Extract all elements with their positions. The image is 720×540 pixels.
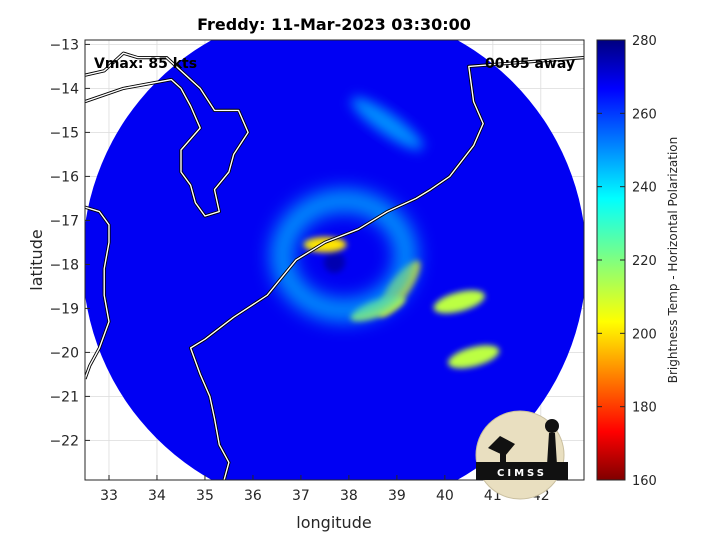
vmax-annotation: Vmax: 85 kts — [94, 56, 197, 72]
plot-frame — [84, 39, 585, 481]
y-tick-label: −14 — [49, 81, 79, 97]
x-tick-label: 36 — [244, 488, 262, 504]
y-tick-label: −19 — [49, 301, 79, 317]
colorbar-label: Brightness Temp - Horizontal Polarizatio… — [666, 137, 680, 384]
feature-band-40-6 — [448, 345, 500, 369]
y-tick-label: −21 — [49, 389, 79, 405]
x-tick-label: 33 — [100, 488, 118, 504]
country-border — [85, 206, 110, 380]
colorbar-ticks: 160 180 200 220 240 260 280 — [597, 34, 657, 489]
colorbar-tick-label: 200 — [632, 327, 657, 342]
storm-features — [272, 97, 500, 369]
y-axis-ticks: −13 −14 −15 −16 −17 −18 −19 −20 −21 −22 — [49, 37, 90, 449]
x-tick-label: 35 — [196, 488, 214, 504]
coastline — [85, 51, 584, 480]
feature-eye — [323, 251, 346, 273]
y-tick-label: −20 — [49, 345, 79, 361]
y-tick-label: −13 — [49, 37, 79, 53]
lake-malawi-coast — [85, 52, 249, 217]
logo-text: CIMSS — [497, 468, 547, 479]
x-tick-label: 39 — [388, 488, 406, 504]
chart-title: Freddy: 11-Mar-2023 03:30:00 — [197, 15, 471, 34]
colorbar-tick-label: 180 — [632, 401, 657, 416]
time-offset-annotation: 00:05 away — [485, 56, 575, 72]
y-tick-label: −22 — [49, 433, 79, 449]
feature-north-band — [351, 97, 424, 150]
x-tick-label: 37 — [292, 488, 310, 504]
feature-inner-ring — [272, 191, 416, 320]
y-tick-label: −16 — [49, 169, 79, 185]
colorbar-tick-label: 240 — [632, 181, 657, 196]
colorbar-tick-label: 220 — [632, 254, 657, 269]
y-tick-label: −17 — [49, 213, 79, 229]
y-tick-label: −18 — [49, 257, 79, 273]
radar-tower-icon — [545, 419, 559, 465]
mozambique-coast — [189, 56, 584, 480]
colorbar-tick-label: 160 — [632, 474, 657, 489]
feature-band-40-5 — [433, 290, 485, 314]
colorbar-tick-label: 280 — [632, 34, 657, 49]
x-tick-label: 38 — [340, 488, 358, 504]
cimss-logo: CIMSS — [475, 410, 568, 500]
satellite-dish-icon — [488, 436, 515, 456]
colorbar-tick-label: 260 — [632, 107, 657, 122]
x-tick-label: 40 — [436, 488, 454, 504]
x-axis-label: longitude — [296, 513, 371, 532]
x-tick-label: 34 — [148, 488, 166, 504]
y-axis-label: latitude — [27, 229, 46, 290]
y-tick-label: −15 — [49, 125, 79, 141]
